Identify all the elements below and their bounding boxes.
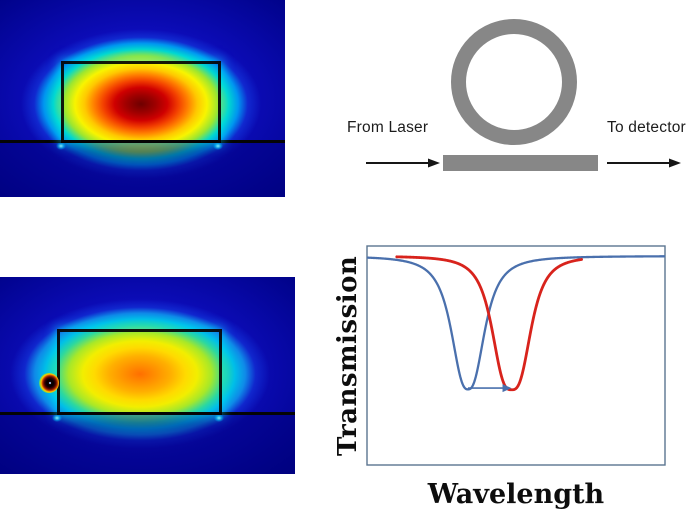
output-arrow-icon <box>607 158 681 168</box>
wall-junction-glow <box>213 142 223 150</box>
from-laser-label: From Laser <box>347 119 429 136</box>
substrate-region <box>0 143 285 197</box>
wall-junction-glow <box>56 142 66 150</box>
wavelength-axis-label: Wavelength <box>427 479 605 510</box>
mode-profile-panel-top <box>0 0 285 197</box>
transmission-plot <box>366 245 666 466</box>
input-arrow-icon <box>366 158 440 168</box>
shift-arrowhead-icon <box>502 384 512 393</box>
wall-junction-glow <box>214 414 224 422</box>
mode-profile-panel-bottom <box>0 277 295 474</box>
dip-red-curve <box>395 255 583 392</box>
waveguide-core-outline <box>57 329 222 415</box>
transmission-axis-label: Transmission <box>333 255 363 456</box>
ring-resonator <box>451 19 577 145</box>
substrate-region <box>0 415 295 474</box>
to-detector-label: To detector <box>607 119 686 136</box>
nanoparticle <box>39 373 59 393</box>
wall-junction-glow <box>52 414 62 422</box>
plot-frame <box>366 245 666 466</box>
waveguide-core-outline <box>61 61 221 143</box>
dip-blue-curve <box>366 255 666 391</box>
bus-waveguide <box>443 155 598 171</box>
